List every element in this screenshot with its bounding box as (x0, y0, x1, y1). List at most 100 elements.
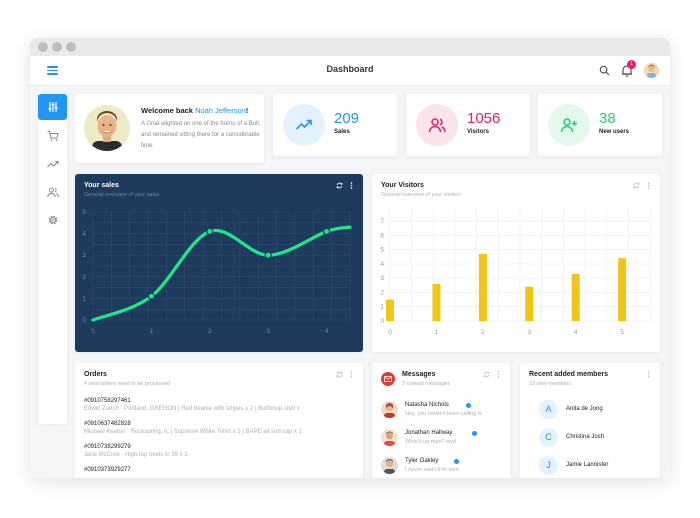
y-tick-label: 0 (380, 318, 384, 325)
visitors-icon-circle (416, 104, 458, 146)
welcome-heading: Welcome back Noah Jefferson! (141, 106, 249, 115)
search-icon[interactable] (599, 65, 610, 76)
trending-up-icon (46, 160, 59, 168)
window-titlebar (30, 38, 670, 56)
more-vertical-icon[interactable] (495, 371, 502, 378)
x-tick-label: 5 (620, 329, 624, 336)
x-tick-label: 2 (208, 328, 212, 335)
x-tick-label: 3 (527, 329, 531, 336)
orders-card: Orders 4 new orders need to be processed… (75, 363, 363, 478)
welcome-text: A Gnat alighted on one of the horns of a… (141, 121, 261, 149)
sales-data-point (147, 292, 156, 300)
online-indicator (454, 459, 459, 464)
sidebar-item-orders[interactable] (38, 123, 67, 149)
visitors-subtitle: General overview of your visitors (381, 192, 461, 198)
new-users-label: New users (599, 129, 630, 135)
sliders-icon (48, 102, 57, 112)
online-indicator (466, 403, 471, 408)
x-tick-label: 1 (435, 329, 439, 336)
message-preview: Hey, you haven't been calling m (405, 411, 483, 417)
more-vertical-icon[interactable] (348, 182, 355, 189)
visitors-bar (432, 283, 441, 321)
sales-subtitle: General overview of your sales (84, 192, 160, 198)
orders-title: Orders (84, 371, 107, 378)
sidebar-item-settings[interactable] (38, 207, 67, 233)
member-initial: C (539, 428, 558, 447)
members-subtitle: 23 new members (529, 381, 572, 387)
stat-card-new-users: 38 New users (538, 94, 662, 156)
user-avatar[interactable] (644, 63, 659, 78)
y-tick-label: 2 (82, 274, 86, 281)
more-vertical-icon[interactable] (348, 371, 355, 378)
message-sender: Jonathan Hallway (405, 430, 453, 436)
y-tick-label: 4 (82, 231, 86, 238)
member-name: Christina Josh (566, 434, 605, 440)
member-initial: A (539, 400, 558, 419)
visitors-bar-chart: 0 1 2 3 4 5 6 7 0 1 2 3 4 5 (380, 206, 651, 336)
message-item[interactable]: Tyler Oakley I never said I'd fo sure (381, 457, 501, 478)
visitors-bar (478, 253, 487, 321)
visitors-label: Visitors (467, 129, 489, 135)
cart-icon (47, 131, 59, 141)
window-close-dot[interactable] (38, 42, 48, 52)
menu-icon[interactable] (47, 66, 58, 75)
visitors-bar (571, 273, 580, 321)
orders-tools (336, 371, 355, 378)
order-item[interactable]: #0910637482828 Michael Keaton · Rocksprin… (84, 421, 302, 435)
user-plus-icon (560, 118, 577, 133)
x-tick-label: 2 (481, 329, 485, 336)
y-tick-label: 3 (380, 275, 384, 282)
y-tick-label: 5 (82, 209, 86, 216)
y-tick-label: 6 (380, 232, 384, 239)
members-card: Recent added members 23 new members A An… (520, 363, 660, 478)
sales-data-point (323, 227, 331, 236)
online-indicator (472, 431, 477, 436)
order-item[interactable]: #0910758297461 Edwin Zurich · Portland, O… (84, 398, 300, 412)
x-tick-label: 3 (266, 328, 270, 335)
messages-tools (483, 371, 502, 378)
sidebar (38, 94, 67, 424)
orders-subtitle: 4 new orders need to be processed (84, 381, 171, 387)
welcome-card: Welcome back Noah Jefferson! A Gnat alig… (75, 94, 264, 163)
sidebar-item-users[interactable] (38, 179, 67, 205)
gear-icon (48, 215, 57, 225)
y-tick-label: 4 (380, 261, 384, 268)
more-vertical-icon[interactable] (645, 182, 652, 189)
window-maximize-dot[interactable] (66, 42, 76, 52)
sales-label: Sales (334, 129, 350, 135)
y-tick-label: 5 (380, 247, 384, 254)
visitors-tools (633, 182, 652, 189)
sidebar-item-analytics[interactable] (38, 151, 67, 177)
refresh-icon[interactable] (336, 182, 343, 189)
y-tick-label: 1 (380, 304, 384, 311)
sales-tools (336, 182, 355, 189)
messages-title: Messages (402, 371, 436, 378)
sales-icon-circle (283, 104, 325, 146)
sales-chart-card: Your sales General overview of your sale… (75, 174, 363, 352)
order-item[interactable]: #0910373929277 (84, 467, 131, 473)
member-initial: J (539, 456, 558, 475)
mail-icon (381, 372, 395, 386)
window-minimize-dot[interactable] (52, 42, 62, 52)
app-bar: Dashboard 1 (30, 56, 670, 86)
messages-subtitle: 3 unread messages (402, 381, 451, 387)
sidebar-item-dashboard[interactable] (38, 94, 67, 120)
notification-badge: 1 (627, 60, 636, 69)
member-name: Jamie Lannister (566, 462, 609, 468)
x-tick-label: 1 (150, 328, 154, 335)
sales-data-point (264, 251, 272, 259)
refresh-icon[interactable] (336, 371, 343, 378)
order-item[interactable]: #0910738299279 Jane McCree · High top hee… (84, 444, 188, 458)
message-preview: I never said I'd fo sure (405, 467, 459, 473)
message-item[interactable]: Jonathan Hallway What's up man? wyd (381, 429, 501, 451)
y-tick-label: 1 (82, 295, 86, 302)
stat-card-sales: 209 Sales (273, 94, 397, 156)
trending-up-icon (295, 119, 312, 130)
more-vertical-icon[interactable] (645, 371, 652, 378)
visitors-title: Your Visitors (381, 182, 424, 189)
message-item[interactable]: Natasha Nichols Hey, you haven't been ca… (381, 401, 501, 423)
message-preview: What's up man? wyd (405, 439, 456, 445)
refresh-icon[interactable] (483, 371, 490, 378)
new-users-icon-circle (548, 104, 590, 146)
refresh-icon[interactable] (633, 182, 640, 189)
